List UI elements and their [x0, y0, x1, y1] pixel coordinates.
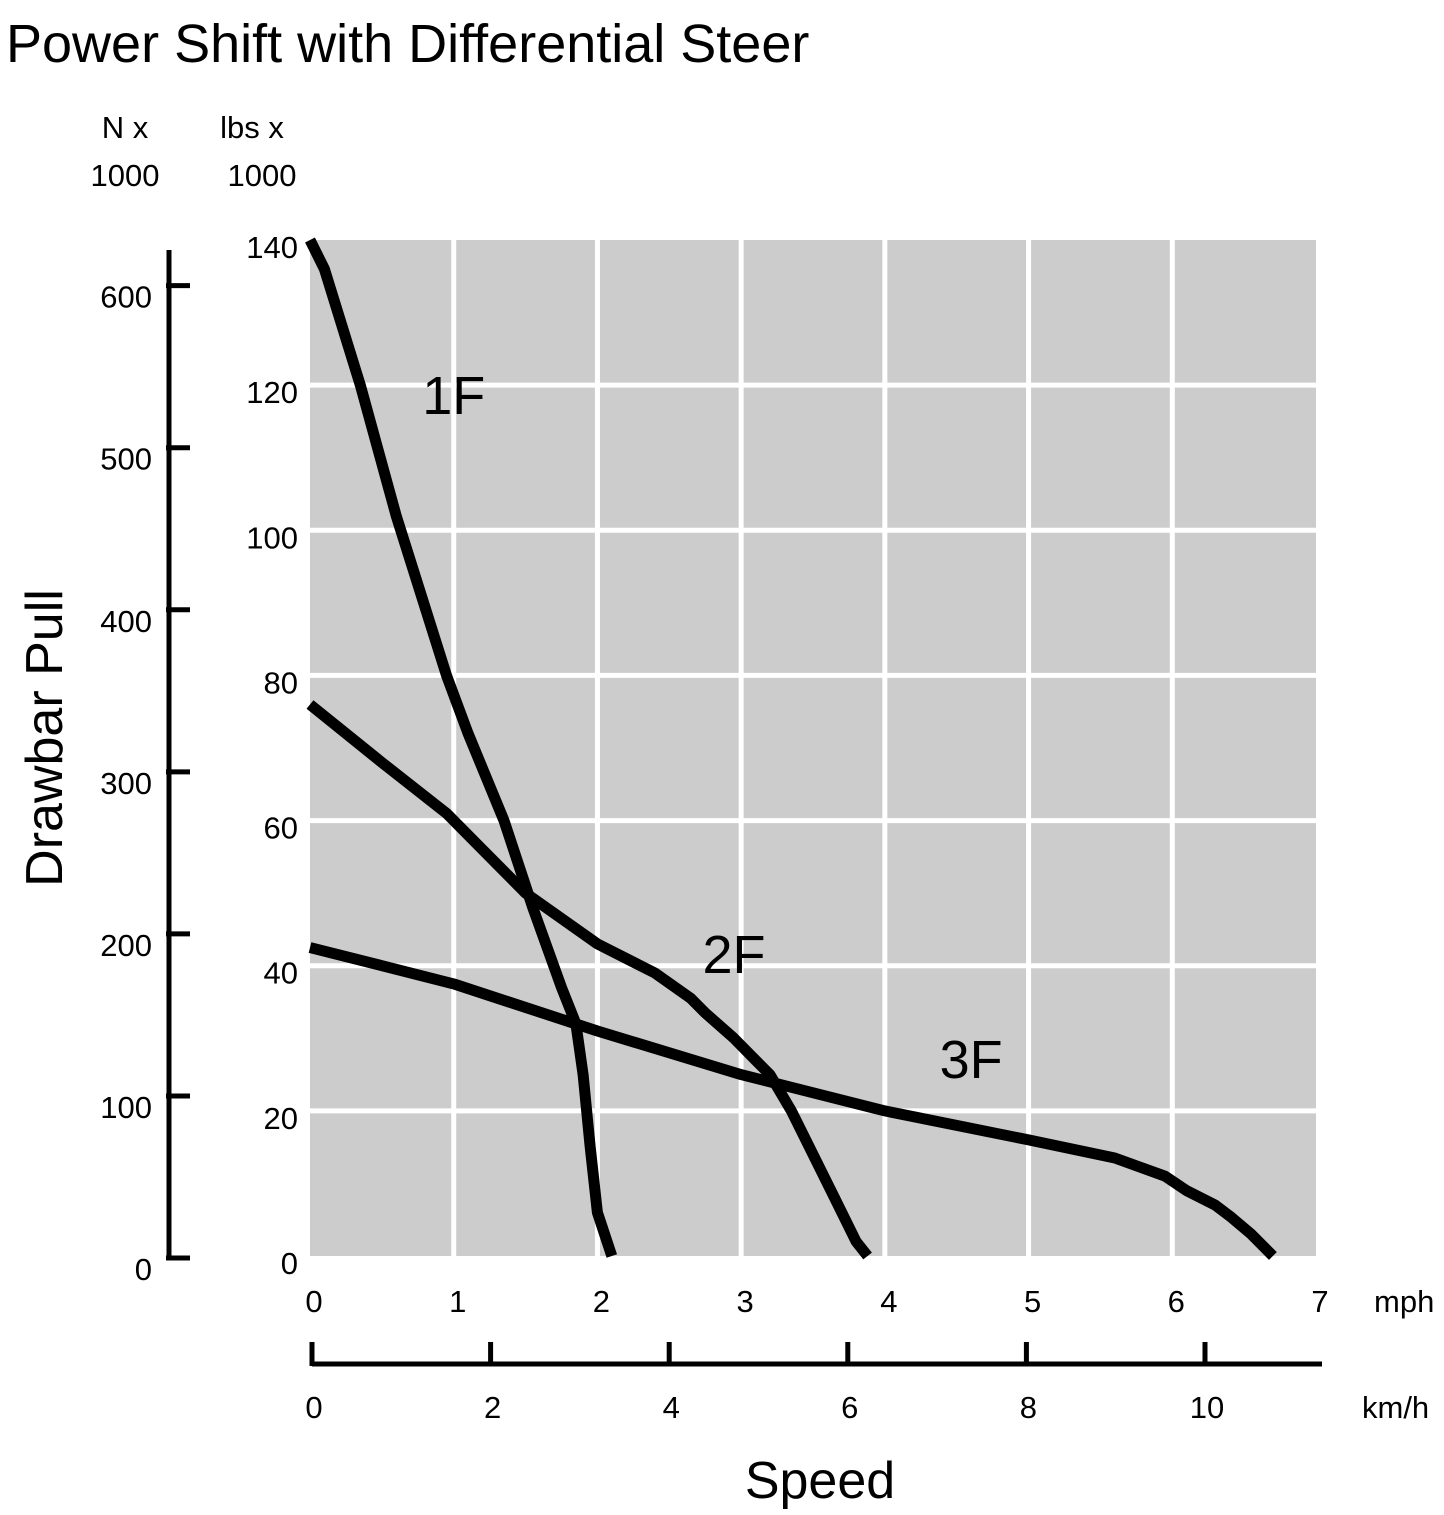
- x-tick-label: 3: [737, 1284, 754, 1319]
- x-unit-kmh: km/h: [1362, 1390, 1429, 1425]
- newton-axis: 0 100 200 300 400 500 600: [100, 250, 190, 1287]
- x-tick-labels: 0 1 2 3 4 5 6 7: [305, 1284, 1328, 1319]
- x-tick-label: 6: [1168, 1284, 1185, 1319]
- y-tick-label: 140: [246, 230, 298, 265]
- newton-tick-label: 300: [100, 766, 152, 801]
- series-label-3f: 3F: [940, 1030, 1003, 1090]
- y-tick-label: 0: [281, 1246, 298, 1281]
- newton-tick-label: 200: [100, 928, 152, 963]
- y-tick-label: 60: [264, 811, 298, 846]
- y-secondary-unit-line2: 1000: [228, 158, 297, 193]
- x-axis-title: Speed: [745, 1452, 895, 1510]
- y-primary-unit-line1: N x: [102, 110, 149, 145]
- kmh-tick-label: 6: [841, 1390, 858, 1425]
- series-label-2f: 2F: [702, 925, 765, 985]
- y-tick-labels: 0 20 40 60 80 100 120 140: [246, 230, 298, 1281]
- y-tick-label: 100: [246, 520, 298, 555]
- x-tick-label: 2: [593, 1284, 610, 1319]
- y-tick-label: 120: [246, 375, 298, 410]
- newton-tick-label: 0: [135, 1252, 152, 1287]
- grid-lines: [310, 240, 1316, 1256]
- newton-tick-label: 500: [100, 442, 152, 477]
- kmh-tick-label: 0: [305, 1390, 322, 1425]
- newton-tick-label: 400: [100, 604, 152, 639]
- x-tick-label: 1: [449, 1284, 466, 1319]
- x-tick-label: 4: [880, 1284, 897, 1319]
- x-unit-mph: mph: [1374, 1284, 1434, 1319]
- kmh-tick-label: 8: [1020, 1390, 1037, 1425]
- x-tick-label: 0: [305, 1284, 322, 1319]
- y-secondary-unit-line1: lbs x: [220, 110, 284, 145]
- series-label-1f: 1F: [422, 366, 485, 426]
- y-axis-title: Drawbar Pull: [16, 589, 74, 887]
- kmh-tick-label: 10: [1190, 1390, 1224, 1425]
- kmh-axis: 0 2 4 6 8 10: [305, 1342, 1322, 1425]
- x-tick-label: 5: [1024, 1284, 1041, 1319]
- y-tick-label: 80: [264, 665, 298, 700]
- y-tick-label: 40: [264, 956, 298, 991]
- kmh-tick-label: 2: [484, 1390, 501, 1425]
- series-line-2f: [306, 700, 872, 1260]
- x-tick-label: 7: [1311, 1284, 1328, 1319]
- y-primary-unit-line2: 1000: [91, 158, 160, 193]
- newton-tick-label: 100: [100, 1090, 152, 1125]
- series-line-1f: [305, 237, 618, 1258]
- y-tick-label: 20: [264, 1101, 298, 1136]
- newton-tick-label: 600: [100, 280, 152, 315]
- kmh-tick-label: 4: [663, 1390, 680, 1425]
- chart-title: Power Shift with Differential Steer: [6, 14, 809, 74]
- series-layer: 1F 2F 3F: [305, 237, 1277, 1260]
- series-line-3f: [308, 942, 1277, 1260]
